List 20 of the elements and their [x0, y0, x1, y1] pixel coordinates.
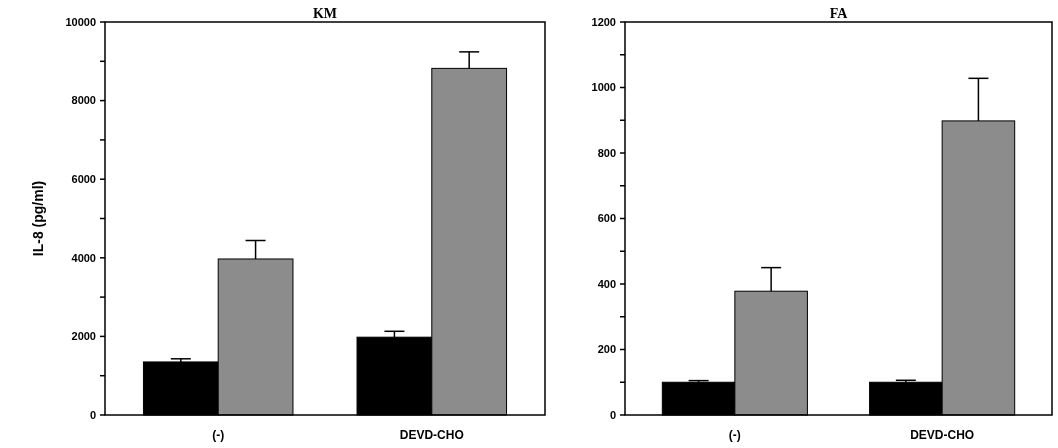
chart-title: FA — [829, 6, 849, 21]
y-tick-label: 4000 — [71, 251, 96, 264]
y-tick-label: 1200 — [591, 15, 616, 28]
x-tick-label: DEVD-CHO — [910, 428, 975, 442]
y-tick-label: 6000 — [71, 173, 96, 186]
x-tick-label: DEVD-CHO — [399, 428, 464, 442]
y-tick-label: 10000 — [65, 15, 96, 28]
y-tick-label: 2000 — [71, 330, 96, 343]
y-tick-label: 1000 — [591, 81, 616, 94]
y-tick-label: 800 — [597, 146, 616, 159]
y-axis-title: IL-8 (pg/ml) — [30, 180, 46, 257]
y-tick-label: 200 — [597, 343, 616, 356]
y-tick-label: 0 — [89, 408, 96, 421]
x-tick-label: (-) — [728, 428, 741, 442]
y-tick-label: 0 — [609, 408, 616, 421]
y-tick-label: 600 — [597, 212, 616, 225]
y-tick-label: 8000 — [71, 94, 96, 107]
chart-title: KM — [312, 6, 338, 21]
y-tick-label: 400 — [597, 277, 616, 290]
x-tick-label: (-) — [212, 428, 225, 442]
